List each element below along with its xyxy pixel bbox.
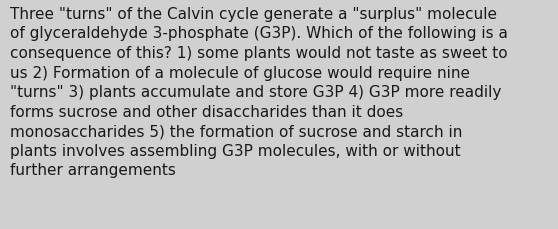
- Text: Three "turns" of the Calvin cycle generate a "surplus" molecule
of glyceraldehyd: Three "turns" of the Calvin cycle genera…: [10, 7, 508, 178]
